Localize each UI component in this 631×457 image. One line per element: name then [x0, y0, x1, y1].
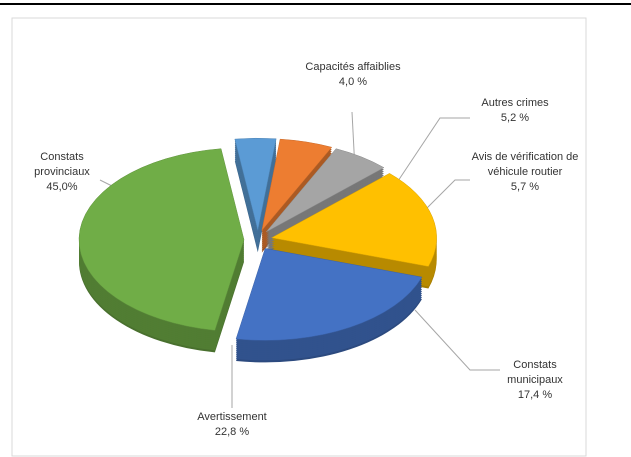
label-value: 17,4 % — [517, 389, 553, 401]
leader — [391, 117, 470, 191]
data-label: Avertissement 22,8 % — [150, 410, 314, 440]
slice — [234, 137, 277, 231]
slice — [235, 248, 423, 341]
slice — [265, 148, 385, 233]
leader — [419, 179, 470, 216]
label-value: 22,8 % — [214, 426, 250, 438]
slice — [270, 173, 437, 267]
slice — [78, 148, 245, 331]
label-name: Autres crimes — [481, 97, 549, 109]
label-value: 5,7 % — [510, 181, 540, 193]
label-name: Avertissement — [197, 411, 267, 423]
data-label: Constats municipaux 17,4 % — [490, 358, 580, 403]
label-value: 45,0% — [46, 181, 78, 193]
data-label: Avis de vérification de véhicule routier… — [462, 150, 588, 195]
label-name: Constats provinciaux — [34, 151, 90, 178]
leader — [414, 309, 500, 371]
chart-frame — [11, 17, 587, 457]
data-label: Constats provinciaux 45,0% — [14, 150, 110, 195]
pie — [78, 137, 437, 363]
label-name: Avis de vérification de véhicule routier — [471, 151, 579, 178]
label-name: Capacités affaiblies — [305, 61, 401, 73]
slice — [261, 138, 333, 231]
label-value: 4,0 % — [338, 76, 368, 88]
data-label: Capacités affaiblies 4,0 % — [305, 60, 401, 90]
label-name: Constats municipaux — [507, 359, 563, 386]
label-value: 5,2 % — [500, 112, 530, 124]
data-label: Autres crimes 5,2 % — [465, 96, 565, 126]
